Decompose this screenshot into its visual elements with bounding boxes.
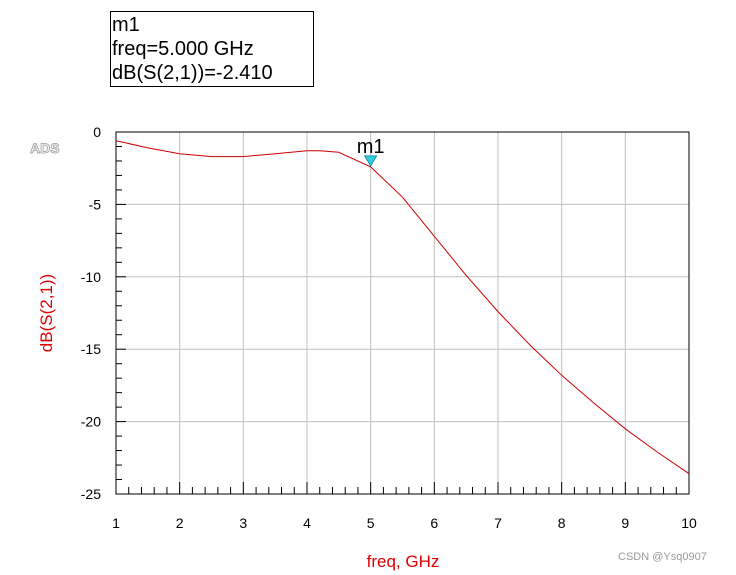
s21-trace-line bbox=[115, 140, 690, 475]
marker-layer: m1 bbox=[357, 136, 385, 167]
marker-m1-label: m1 bbox=[357, 136, 385, 158]
y-tick-label: -20 bbox=[81, 414, 101, 430]
plot-frame bbox=[115, 131, 690, 495]
marker-readout-freq: freq=5.000 GHz bbox=[112, 38, 254, 60]
marker-readout-name: m1 bbox=[112, 14, 140, 36]
x-tick-label: 7 bbox=[494, 515, 502, 531]
minor-ticks bbox=[115, 131, 690, 495]
credit-watermark: CSDN @Ysq0907 bbox=[618, 551, 707, 563]
x-axis-title: freq, GHz bbox=[367, 552, 440, 571]
y-tick-label: -15 bbox=[81, 341, 101, 357]
x-tick-label: 9 bbox=[621, 515, 629, 531]
x-tick-label: 5 bbox=[367, 515, 375, 531]
marker-readout-box: m1 freq=5.000 GHz dB(S(2,1))=-2.410 bbox=[110, 11, 314, 87]
x-tick-label: 3 bbox=[239, 515, 247, 531]
y-axis-title: dB(S(2,1)) bbox=[37, 274, 56, 352]
x-tick-label: 1 bbox=[112, 515, 120, 531]
x-tick-label: 10 bbox=[681, 515, 697, 531]
x-tick-label: 8 bbox=[558, 515, 566, 531]
x-tick-label: 6 bbox=[430, 515, 438, 531]
y-tick-label: 0 bbox=[93, 124, 101, 140]
x-tick-label: 2 bbox=[176, 515, 184, 531]
grid-lines bbox=[115, 131, 690, 495]
y-tick-label: -5 bbox=[89, 196, 102, 212]
y-tick-label: -10 bbox=[81, 269, 101, 285]
marker-m1-triangle bbox=[363, 155, 378, 167]
ads-watermark: ADS bbox=[30, 140, 60, 156]
x-tick-label: 4 bbox=[303, 515, 311, 531]
tick-labels: 1 2 3 4 5 6 7 8 9 10 0 -5 -10 -15 -20 -25 bbox=[81, 124, 697, 531]
y-tick-label: -25 bbox=[81, 486, 101, 502]
marker-readout-value: dB(S(2,1))=-2.410 bbox=[112, 62, 273, 84]
